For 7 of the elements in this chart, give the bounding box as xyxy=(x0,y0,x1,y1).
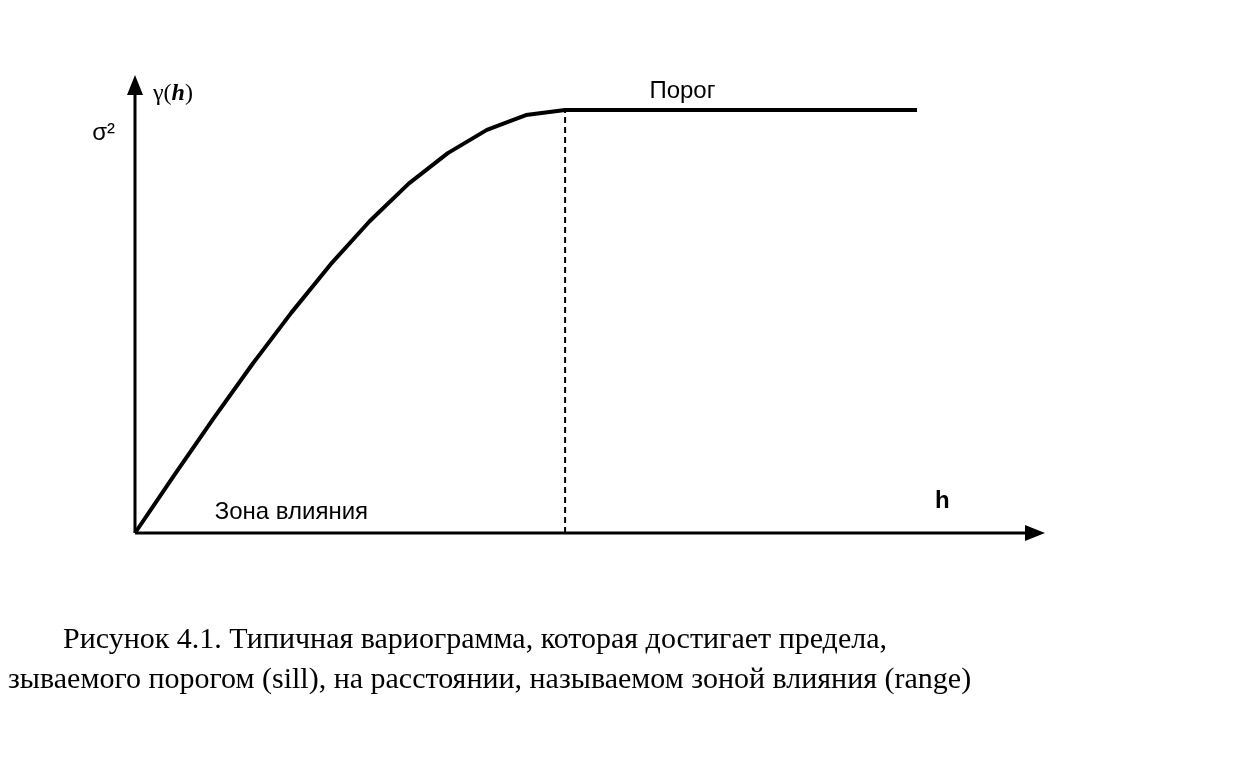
x-axis-title: h xyxy=(935,486,950,513)
text: σ² xyxy=(92,118,115,145)
annotation: Зона влияния xyxy=(214,497,369,524)
text: Рисунок 4.1. Типичная вариограмма, которая достигает предела, xyxy=(63,621,887,654)
y-axis-title: γ(h) xyxy=(152,79,193,105)
text: зываемого порогом (sill), на расстоянии, называемом зоной влияния (range) xyxy=(8,661,972,695)
text: Порог xyxy=(649,76,716,103)
